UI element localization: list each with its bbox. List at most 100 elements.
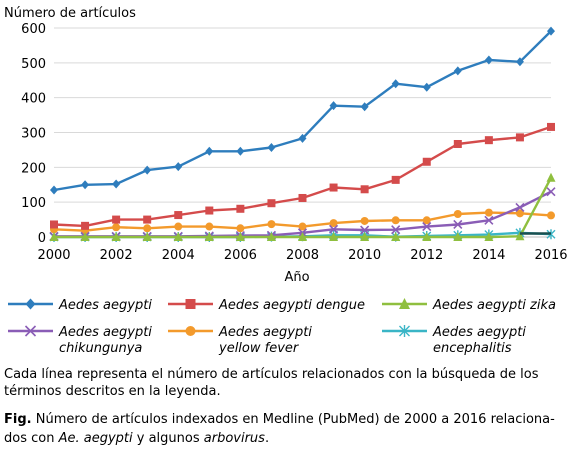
data-point	[111, 232, 121, 241]
legend-label: Aedes aegypti yellow fever	[218, 325, 312, 356]
data-point	[204, 232, 214, 241]
legend-label-line: chikungunya	[59, 341, 142, 356]
data-point	[205, 222, 214, 231]
data-point	[453, 210, 462, 219]
data-point	[81, 180, 90, 190]
data-point	[360, 185, 369, 194]
data-point	[360, 216, 369, 225]
data-point	[235, 232, 245, 241]
y-tick-label: 300	[21, 127, 46, 142]
x-tick-label: 2014	[472, 248, 505, 263]
data-point	[81, 221, 90, 230]
data-point	[143, 215, 152, 224]
data-point	[328, 224, 339, 234]
data-point	[422, 221, 432, 232]
data-point	[143, 165, 152, 175]
data-point	[484, 215, 494, 225]
data-point	[142, 232, 152, 241]
y-tick-label: 0	[38, 231, 46, 246]
series-aedes-aegypti-dengue	[50, 122, 555, 230]
data-point	[422, 157, 431, 166]
data-point	[484, 208, 493, 217]
data-point	[236, 224, 245, 233]
data-point	[453, 66, 462, 76]
data-point	[205, 206, 214, 215]
data-point	[547, 122, 555, 131]
data-point	[24, 325, 37, 337]
data-point	[236, 204, 245, 213]
data-point	[267, 220, 276, 229]
data-point	[185, 326, 196, 336]
data-point	[422, 232, 432, 241]
x-tick-label: 2008	[286, 248, 319, 263]
x-axis-title: Año	[284, 270, 309, 285]
data-point	[185, 299, 196, 309]
data-point	[329, 183, 338, 192]
data-point	[173, 232, 183, 241]
data-point	[236, 146, 245, 156]
series-aedes-aegypti-zika	[49, 172, 556, 241]
data-point	[546, 172, 556, 182]
x-tick-label: 2012	[410, 248, 443, 263]
data-point	[50, 185, 58, 195]
legend-item: Aedes aegypti dengue	[168, 298, 365, 313]
data-point	[112, 223, 121, 232]
line-chart: Número de artículos 0100200300400500600 …	[4, 6, 568, 356]
data-point	[112, 215, 121, 224]
data-point	[515, 57, 524, 67]
data-point	[360, 102, 369, 112]
data-point	[329, 219, 338, 228]
legend-label-line: Aedes aegypti dengue	[218, 298, 365, 313]
data-point	[484, 55, 493, 65]
data-point	[329, 101, 338, 111]
data-point	[80, 232, 90, 241]
legend-item: Aedes aegypti	[8, 298, 152, 313]
data-point	[298, 232, 307, 241]
figure-caption: Fig. Número de artículos indexados en Me…	[4, 410, 576, 448]
legend-label: Aedes aegypti zika	[432, 298, 556, 313]
x-tick-label: 2000	[37, 248, 70, 263]
data-point	[49, 232, 59, 241]
x-tick-label: 2004	[162, 248, 195, 263]
data-point	[360, 225, 370, 235]
data-point	[174, 222, 183, 231]
data-point	[515, 133, 524, 142]
data-point	[391, 175, 400, 184]
data-point	[484, 136, 493, 145]
data-point	[50, 220, 58, 229]
data-point	[205, 146, 214, 156]
data-point	[174, 211, 183, 220]
data-point	[484, 232, 494, 241]
data-point	[298, 193, 307, 202]
legend-label-line: Aedes aegypti	[218, 325, 312, 340]
legend-label-line: Aedes aegypti zika	[432, 298, 556, 313]
data-point	[267, 199, 276, 208]
legend-label: Aedes aegypti encephalitis	[432, 325, 526, 356]
series-aedes-aegypti-yellow-fever	[50, 208, 555, 235]
y-tick-labels: 0 100 200 300 400 500 600	[21, 22, 46, 246]
data-point	[399, 325, 410, 337]
chart-notes: Cada línea representa el número de artíc…	[4, 367, 539, 399]
x-tick-label: 2006	[224, 248, 257, 263]
data-point	[25, 298, 36, 310]
data-point	[298, 133, 307, 143]
legend: Aedes aegypti Aedes aegypti dengue Aedes a…	[8, 298, 556, 356]
data-point	[399, 298, 410, 309]
y-tick-label: 600	[21, 22, 46, 37]
caption-arbovirus: arbovirus	[203, 431, 265, 446]
caption-text-1: Número de artículos indexados en Medline…	[4, 412, 555, 446]
gridlines	[54, 27, 551, 238]
data-point	[546, 187, 556, 197]
x-tick-label: 2010	[348, 248, 381, 263]
data-point	[266, 232, 276, 241]
x-tick-label: 2002	[100, 248, 133, 263]
data-point	[515, 209, 524, 218]
series-aedes-aegypti	[50, 26, 555, 195]
series-line	[53, 30, 552, 192]
y-axis-title: Número de artículos	[4, 6, 136, 21]
data-point	[267, 142, 276, 152]
legend-label-line: Aedes aegypti	[432, 325, 526, 340]
data-point	[174, 162, 183, 172]
data-point	[143, 224, 152, 233]
data-point	[422, 82, 431, 92]
